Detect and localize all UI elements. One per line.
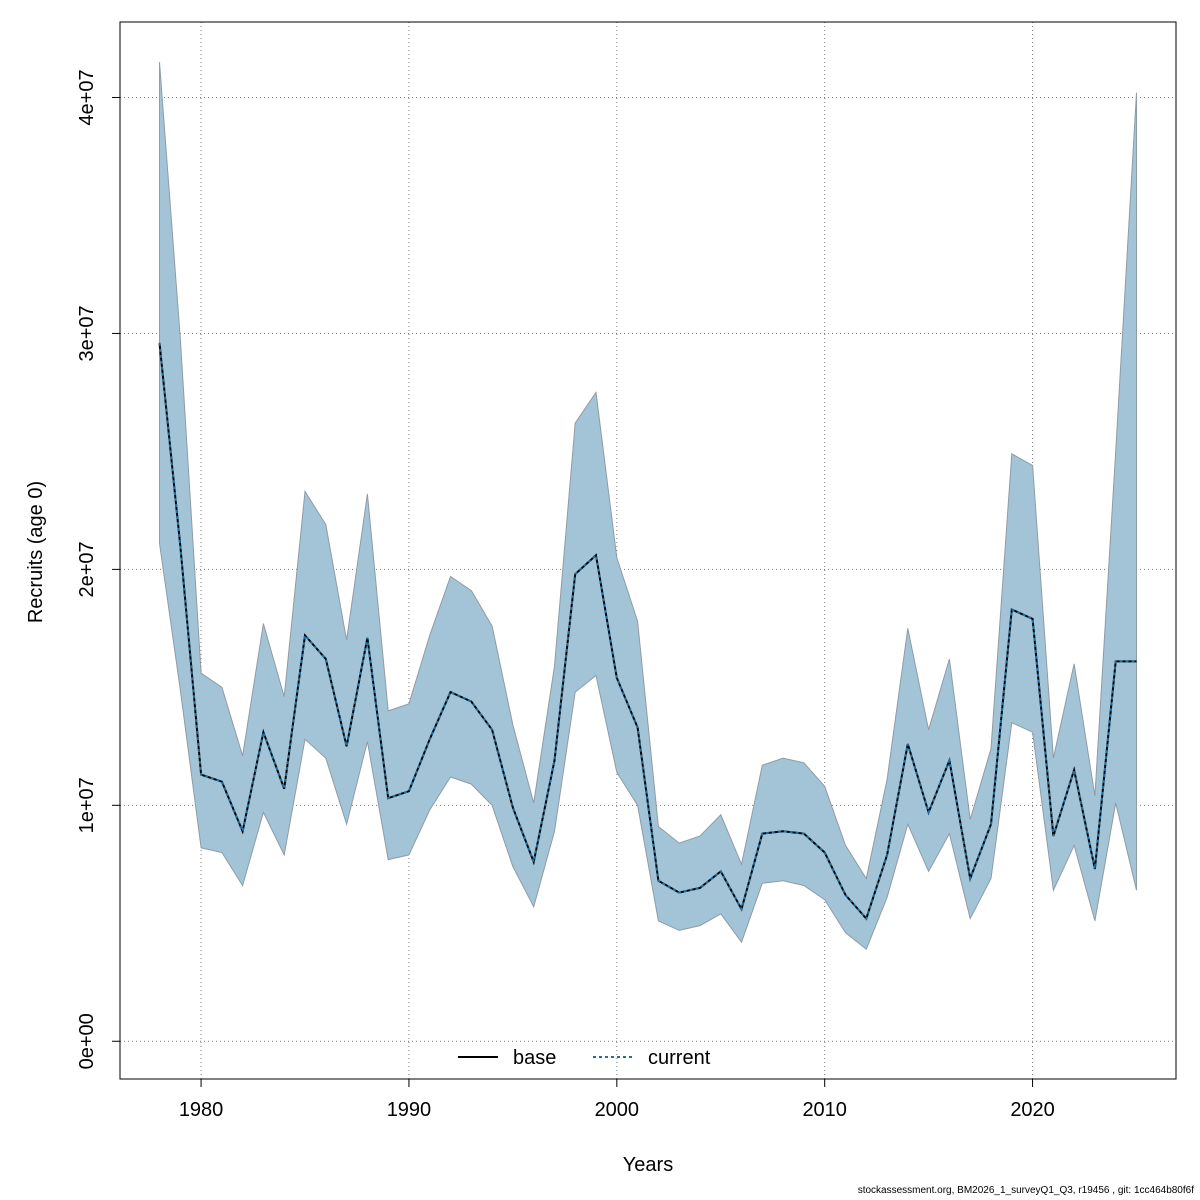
legend-label-base: base xyxy=(513,1047,556,1069)
y-axis: 0e+00 1e+07 2e+07 3e+07 4e+07 xyxy=(76,69,120,1069)
x-tick-label-2: 2000 xyxy=(595,1099,640,1121)
y-tick-label-4: 4e+07 xyxy=(76,69,98,125)
x-tick-label-3: 2010 xyxy=(802,1099,847,1121)
x-tick-label-4: 2020 xyxy=(1010,1099,1055,1121)
x-axis-label: Years xyxy=(623,1154,673,1176)
y-tick-label-1: 1e+07 xyxy=(76,777,98,833)
x-tick-label-1: 1990 xyxy=(387,1099,432,1121)
footnote: stockassessment.org, BM2026_1_surveyQ1_Q… xyxy=(857,1185,1194,1196)
y-tick-label-2: 2e+07 xyxy=(76,541,98,597)
x-tick-label-0: 1980 xyxy=(179,1099,224,1121)
confidence-band xyxy=(159,62,1137,951)
legend: base current xyxy=(458,1047,711,1069)
y-tick-label-0: 0e+00 xyxy=(76,1013,98,1069)
legend-label-current: current xyxy=(648,1047,711,1069)
y-axis-label: Recruits (age 0) xyxy=(25,481,47,623)
series-line-current xyxy=(158,342,1137,921)
plot-frame xyxy=(119,21,1177,1080)
x-axis: 1980 1990 2000 2010 2020 xyxy=(179,1079,1055,1121)
y-tick-label-3: 3e+07 xyxy=(76,305,98,361)
